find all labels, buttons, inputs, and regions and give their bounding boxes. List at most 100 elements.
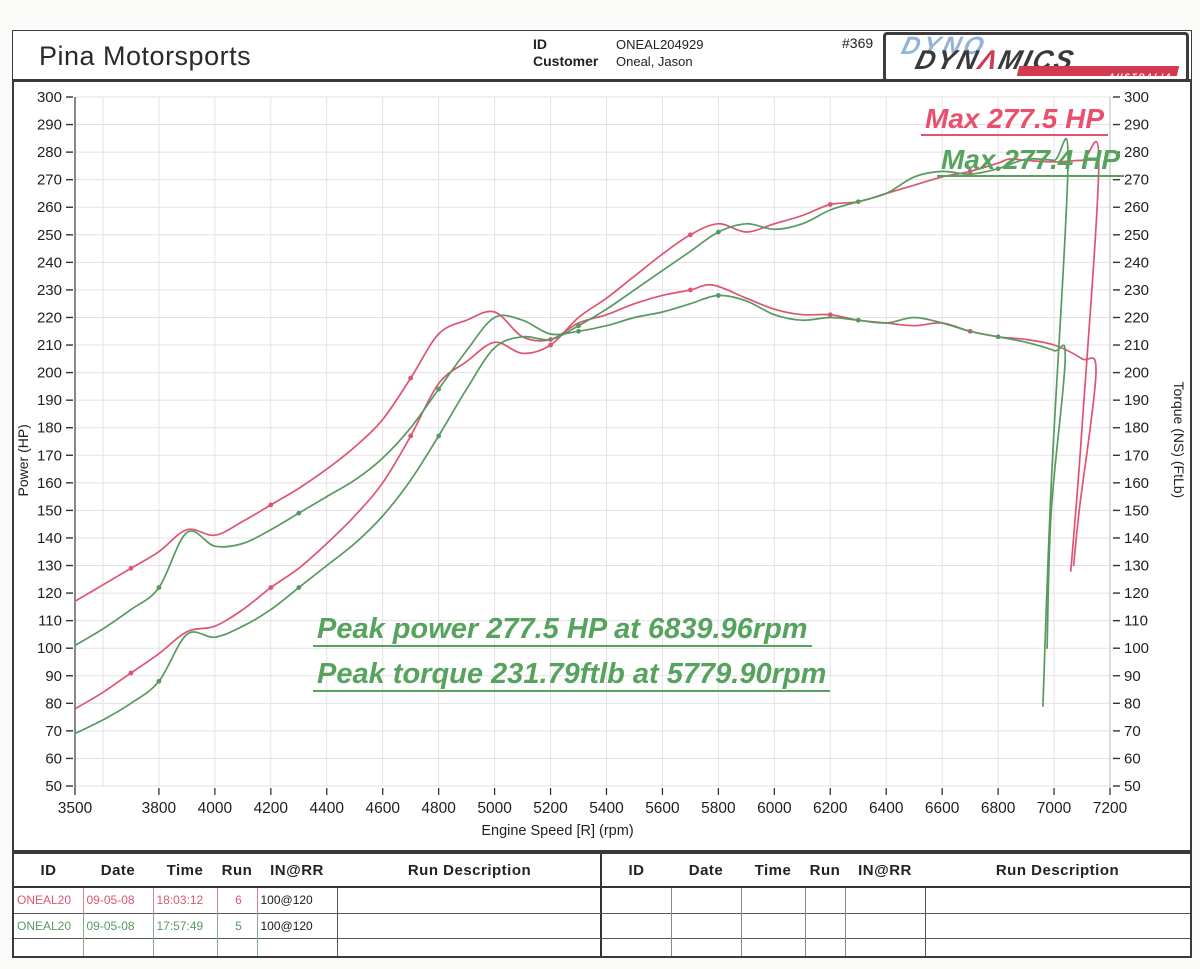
run-id-cell: ONEAL20 (14, 913, 84, 938)
right-tick-label: 130 (1124, 558, 1149, 575)
column-header-run: Run (805, 854, 845, 888)
power-run5-marker (715, 229, 721, 235)
left-tick-label: 100 (37, 640, 62, 657)
left-tick-label: 190 (37, 392, 62, 409)
left-tick-label: 70 (45, 723, 62, 740)
column-header-run-description: Run Description (925, 854, 1190, 888)
torque-run5-marker (296, 510, 302, 516)
column-header-in-rr: IN@RR (845, 854, 925, 888)
run-table-row: ONEAL20 09-05-08 17:57:49 5 100@120 (14, 913, 602, 938)
column-header-id: ID (14, 854, 83, 888)
right-tick-label: 240 (1124, 254, 1149, 271)
run-number-cell: 5 (217, 913, 258, 938)
right-tick-label: 120 (1124, 585, 1149, 602)
left-tick-label: 130 (37, 558, 62, 575)
run-inrr-cell (257, 938, 338, 956)
run-date-cell (671, 887, 742, 913)
x-tick-label: 5800 (701, 800, 736, 817)
run-table-header-row: ID Date Time Run IN@RR Run Description (602, 854, 1190, 888)
right-axis-title: Torque (NS) (FtLb) (1171, 382, 1187, 499)
left-tick-label: 110 (38, 613, 62, 630)
right-tick-label: 210 (1124, 337, 1149, 354)
right-tick-label: 50 (1124, 778, 1141, 795)
right-tick-label: 60 (1124, 750, 1141, 767)
customer-label: Customer (533, 53, 599, 69)
run-table-row (602, 938, 1190, 956)
run-date-cell (671, 938, 742, 956)
left-tick-label: 270 (37, 172, 62, 189)
run-table: ID Date Time Run IN@RR Run Description ONEAL20… (14, 854, 602, 956)
run-date-cell (83, 938, 154, 956)
right-tick-label: 70 (1124, 723, 1141, 740)
run-id-cell (602, 938, 672, 956)
power-run6-marker (967, 169, 973, 174)
annotation-max-power-run5: Max 277.4 HP (937, 145, 1124, 178)
x-tick-label: 4200 (254, 800, 289, 817)
run-number-cell (805, 887, 846, 913)
power-run5-marker (156, 678, 162, 684)
right-tick-label: 230 (1124, 282, 1149, 299)
id-label: ID (533, 36, 547, 52)
x-axis-title: Engine Speed [R] (rpm) (481, 823, 633, 839)
annotation-peak-power: Peak power 277.5 HP at 6839.96rpm (313, 614, 812, 648)
run-table-left: ID Date Time Run IN@RR Run Description ONEAL20… (14, 854, 602, 956)
column-header-id: ID (602, 854, 671, 888)
right-tick-label: 280 (1124, 144, 1149, 161)
x-tick-label: 7200 (1093, 800, 1128, 817)
left-tick-label: 250 (37, 227, 62, 244)
column-header-date: Date (671, 854, 741, 888)
x-tick-label: 3500 (58, 800, 93, 817)
x-tick-label: 5600 (645, 800, 680, 817)
right-tick-label: 190 (1124, 392, 1149, 409)
left-tick-label: 220 (37, 309, 62, 326)
left-tick-label: 180 (37, 420, 62, 437)
right-tick-label: 260 (1124, 199, 1149, 216)
right-tick-label: 290 (1124, 117, 1149, 134)
right-tick-label: 220 (1124, 309, 1149, 326)
id-value: ONEAL204929 (616, 37, 704, 52)
x-tick-label: 6200 (813, 800, 848, 817)
left-tick-label: 140 (37, 530, 62, 547)
torque-run6-marker (688, 287, 693, 293)
power-run5-marker (855, 199, 861, 205)
run-date-cell: 09-05-08 (83, 887, 154, 913)
x-tick-label: 7000 (1037, 800, 1072, 817)
right-tick-label: 300 (1124, 89, 1149, 106)
power-run5-marker (296, 585, 302, 590)
torque-run5-marker (156, 585, 162, 590)
run-number-cell (805, 938, 846, 956)
x-tick-label: 4400 (310, 800, 345, 817)
power-run6-marker (688, 232, 693, 238)
run-id-cell (14, 938, 84, 956)
x-tick-label: 5200 (533, 800, 568, 817)
left-tick-label: 240 (37, 254, 62, 271)
column-header-in-rr: IN@RR (257, 854, 337, 888)
left-tick-label: 300 (37, 89, 62, 106)
logo-australia-strip: AUSTRALIA (1016, 66, 1180, 79)
x-tick-label: 6400 (869, 800, 904, 817)
run-description-cell (337, 938, 602, 956)
x-tick-label: 4000 (198, 800, 233, 817)
x-tick-label: 4600 (365, 800, 400, 817)
header-band: Pina Motorsports ID ONEAL204929 Customer… (12, 30, 1192, 82)
column-header-run-description: Run Description (337, 854, 602, 888)
run-date-cell: 09-05-08 (83, 913, 154, 938)
run-number-cell (217, 938, 258, 956)
run-inrr-cell: 100@120 (257, 913, 338, 938)
run-table-row: ONEAL20 09-05-08 18:03:12 6 100@120 (14, 887, 602, 913)
column-header-time: Time (153, 854, 217, 888)
power-run5-marker (436, 433, 442, 439)
right-tick-label: 90 (1124, 668, 1141, 685)
left-tick-label: 60 (45, 750, 62, 767)
run-description-cell (925, 938, 1190, 956)
run-inrr-cell: 100@120 (257, 887, 338, 913)
right-tick-label: 110 (1124, 613, 1148, 630)
power-run6-marker (128, 670, 134, 676)
run-inrr-cell (845, 938, 926, 956)
column-header-date: Date (83, 854, 153, 888)
run-number-cell (805, 913, 846, 938)
power-run5-marker (576, 323, 581, 329)
x-tick-label: 6600 (925, 800, 960, 817)
customer-value: Oneal, Jason (616, 54, 693, 69)
x-tick-label: 3800 (142, 800, 177, 817)
